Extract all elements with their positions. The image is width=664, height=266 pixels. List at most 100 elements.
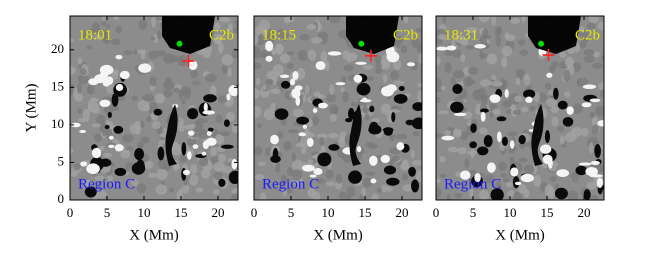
dark-patch: [203, 94, 217, 103]
texture: [176, 56, 183, 66]
texture: [444, 62, 452, 74]
bright-patch: [231, 158, 238, 170]
texture: [509, 156, 515, 165]
texture: [193, 120, 203, 133]
texture: [346, 186, 356, 197]
texture: [291, 152, 297, 163]
dark-patch: [208, 127, 214, 132]
texture: [131, 95, 138, 101]
frame: [253, 15, 423, 201]
texture: [469, 188, 474, 198]
time-label: 18:15: [262, 27, 296, 43]
texture: [362, 64, 374, 70]
x-tick-label: 0: [67, 205, 74, 220]
texture: [262, 85, 267, 90]
texture: [439, 155, 446, 163]
bright-patch: [80, 161, 88, 167]
texture: [326, 93, 336, 103]
dark-patch: [218, 178, 226, 187]
texture: [286, 50, 295, 56]
bright-patch: [115, 54, 123, 60]
texture: [178, 188, 184, 194]
texture: [467, 76, 473, 87]
texture: [70, 38, 74, 43]
texture: [156, 50, 166, 57]
bright-patch: [114, 144, 124, 152]
texture: [364, 113, 370, 121]
dark-patch: [450, 101, 464, 114]
texture: [316, 133, 328, 139]
dark-patch: [317, 152, 332, 167]
texture: [533, 175, 542, 187]
texture: [588, 16, 600, 24]
bright-patch: [597, 120, 604, 127]
feature-label: C2b: [575, 27, 600, 43]
texture: [551, 116, 559, 127]
texture: [436, 29, 441, 34]
texture: [155, 184, 168, 196]
texture: [342, 50, 351, 61]
dark-patch: [412, 102, 422, 111]
dark-patch: [368, 124, 382, 135]
texture: [133, 49, 138, 55]
texture: [411, 160, 422, 166]
texture: [255, 26, 262, 36]
bright-patch: [509, 140, 515, 149]
dark-patch: [383, 165, 397, 175]
texture: [210, 147, 217, 157]
texture: [254, 33, 259, 46]
frame: [435, 15, 605, 201]
bright-patch: [298, 132, 307, 137]
texture: [494, 26, 502, 37]
point: [538, 40, 545, 47]
texture: [156, 168, 168, 181]
bright-patch: [187, 151, 192, 160]
texture: [436, 187, 442, 199]
bright-patch: [356, 145, 362, 153]
texture: [122, 134, 134, 143]
texture: [292, 159, 303, 172]
texture: [579, 26, 585, 33]
bright-patch: [192, 144, 199, 149]
texture: [103, 34, 111, 45]
x-tick-label: 20: [396, 205, 409, 220]
feature-label: C2b: [209, 27, 234, 43]
texture: [91, 123, 101, 128]
texture: [140, 50, 146, 60]
texture: [286, 62, 294, 69]
bright-patch: [279, 74, 290, 79]
dark-lane: [349, 104, 362, 166]
dark-patch: [583, 189, 591, 200]
texture: [498, 161, 507, 171]
texture: [466, 26, 478, 34]
texture: [436, 132, 444, 139]
texture: [198, 128, 208, 140]
feature-label: C2b: [393, 27, 418, 43]
texture: [340, 87, 346, 93]
texture: [307, 159, 314, 165]
texture: [254, 146, 263, 156]
bright-patch: [578, 162, 592, 166]
dark-patch: [470, 123, 477, 133]
texture: [163, 53, 175, 64]
x-tick-label: 0: [433, 205, 440, 220]
texture: [462, 66, 470, 76]
dark-patch: [113, 125, 124, 134]
texture: [371, 118, 380, 124]
texture: [478, 16, 490, 23]
texture: [318, 94, 326, 99]
x-tick-label: 5: [470, 205, 477, 220]
dark-patch: [575, 165, 588, 176]
texture: [316, 178, 325, 184]
texture: [221, 54, 234, 66]
texture: [572, 62, 581, 72]
texture: [385, 186, 394, 192]
texture: [137, 141, 144, 149]
texture: [515, 77, 521, 86]
cross: [182, 55, 195, 68]
texture: [329, 104, 339, 116]
texture: [152, 34, 159, 43]
texture: [460, 54, 466, 63]
bright-patch: [396, 142, 405, 151]
